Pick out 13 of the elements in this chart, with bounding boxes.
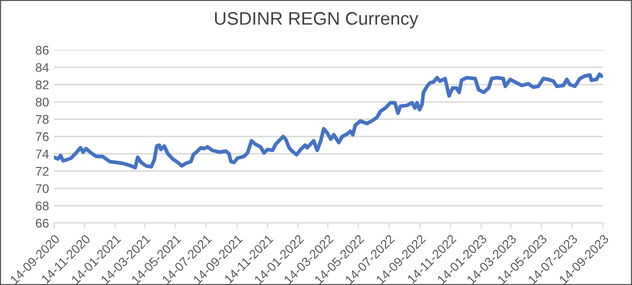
y-tick-label: 82: [36, 80, 49, 90]
line-series: [54, 72, 603, 170]
y-tick-label: 70: [36, 184, 49, 194]
y-tick-label: 78: [36, 115, 49, 124]
y-tick-label: 86: [36, 46, 49, 55]
y-tick-label: 74: [36, 150, 49, 158]
y-tick-label: 80: [36, 98, 49, 107]
y-tick-label: 72: [36, 166, 49, 176]
chart-title: USDINR REGN Currency: [215, 12, 418, 28]
y-tick-label: 66: [36, 218, 49, 228]
y-tick-label: 76: [36, 132, 49, 142]
y-tick-label: 84: [36, 63, 49, 72]
y-tick-label: 68: [36, 202, 49, 210]
